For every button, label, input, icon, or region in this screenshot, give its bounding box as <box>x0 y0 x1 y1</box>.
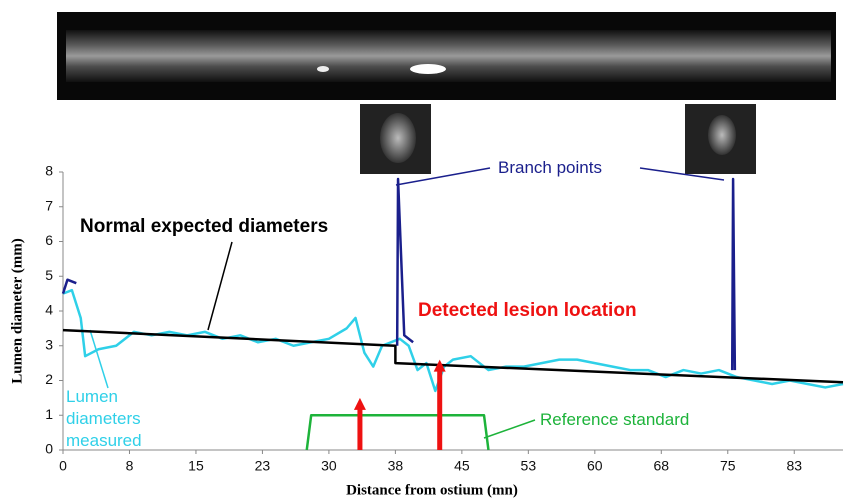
y-tick-label: 0 <box>45 441 53 457</box>
x-axis-label: Distance from ostium (mn) <box>346 482 518 498</box>
bright-spot <box>317 66 329 72</box>
annotation: Detected lesion location <box>418 300 637 322</box>
x-tick-label: 83 <box>786 458 802 474</box>
x-tick-label: 23 <box>255 458 271 474</box>
y-tick-label: 8 <box>45 163 53 179</box>
y-tick-label: 7 <box>45 197 53 213</box>
series-line <box>63 330 843 382</box>
x-tick-label: 30 <box>321 458 337 474</box>
lesion-arrow <box>434 360 446 450</box>
pointer <box>208 242 232 330</box>
bright-spot <box>410 64 446 74</box>
x-tick-label: 38 <box>388 458 404 474</box>
x-tick-label: 0 <box>59 458 67 474</box>
y-tick-label: 6 <box>45 232 53 248</box>
y-tick-label: 3 <box>45 336 53 352</box>
pointer <box>90 330 108 388</box>
y-tick-label: 4 <box>45 302 53 318</box>
y-axis-label: Lumen diameter (mm) <box>9 238 25 384</box>
y-tick-label: 1 <box>45 406 53 422</box>
x-tick-label: 15 <box>188 458 204 474</box>
page: Distance from ostium (mn) Lumen diameter… <box>0 0 844 502</box>
annotation: Normal expected diameters <box>80 216 328 238</box>
x-tick-label: 68 <box>654 458 670 474</box>
annotation: Branch points <box>498 158 602 178</box>
x-tick-label: 53 <box>521 458 537 474</box>
annotation: Reference standard <box>540 410 689 430</box>
x-tick-label: 45 <box>454 458 470 474</box>
branch-thumbnail-blob <box>708 115 736 155</box>
series-line <box>307 415 489 450</box>
x-tick-label: 8 <box>126 458 134 474</box>
branch-thumbnail-blob <box>380 113 416 163</box>
annotation: Lumen diameters measured <box>66 386 196 452</box>
x-tick-label: 75 <box>720 458 736 474</box>
y-tick-label: 5 <box>45 267 53 283</box>
lesion-arrow <box>354 398 366 450</box>
series-line <box>63 179 735 370</box>
pointer <box>484 420 535 438</box>
vessel-lumen <box>66 30 831 82</box>
y-tick-label: 2 <box>45 371 53 387</box>
x-tick-label: 60 <box>587 458 603 474</box>
